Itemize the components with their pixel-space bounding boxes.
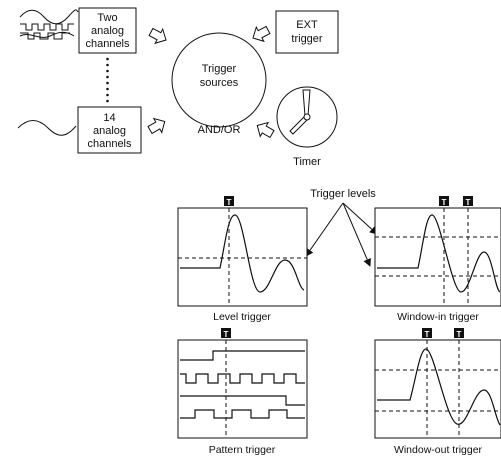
marker-letter: T [457,330,462,339]
trigger-sources-label-2: sources [200,77,239,89]
trigger-point-marker [463,196,473,206]
timer-label: Timer [293,156,321,168]
trigger-sources-label-1: Trigger [202,63,237,75]
trigger-sources-circle [171,32,267,128]
pattern-trigger-panel: T [177,328,308,439]
trigger-level-pointers [305,202,378,267]
window-out-trigger-caption: Window-out trigger [394,444,483,456]
fourteen-analog-channels-box [77,106,142,154]
two-analog-label-1: Two [97,12,117,24]
two-channel-waveform [19,9,79,40]
arrow-fourteen-channels-icon [147,117,166,135]
pattern-trigger-caption: Pattern trigger [209,444,276,456]
window-out-trigger-panel: T T [374,328,501,439]
window-in-trigger-panel: T T [374,196,501,307]
arrow-ext-trigger-icon [252,25,271,43]
marker-letter: T [425,330,430,339]
two-analog-channels-box [78,7,137,54]
marker-letter: T [227,198,232,207]
trigger-point-marker [439,196,449,206]
arrow-two-channels-icon [148,27,167,45]
two-analog-label-3: channels [85,38,130,50]
fourteen-analog-label-2: analog [93,125,126,137]
trigger-levels-label: Trigger levels [310,188,376,200]
window-in-trigger-caption: Window-in trigger [397,311,479,323]
trigger-point-marker [422,328,432,338]
trigger-point-marker [221,328,231,338]
ext-trigger-label-1: EXT [296,19,318,31]
marker-letter: T [442,198,447,207]
arrow-timer-icon [256,121,275,139]
fourteen-channel-waveform [17,120,77,136]
channel-ellipsis [106,57,109,103]
ext-trigger-box [275,10,339,54]
fourteen-analog-label-1: 14 [103,112,115,124]
two-analog-label-2: analog [91,25,124,37]
fourteen-analog-label-3: channels [87,138,132,150]
level-trigger-caption: Level trigger [213,311,271,323]
trigger-point-marker [454,328,464,338]
marker-letter: T [224,330,229,339]
ext-trigger-label-2: trigger [291,33,323,45]
marker-letter: T [466,198,471,207]
level-trigger-panel: T [177,196,308,307]
and-or-label: AND/OR [198,124,241,136]
timer-clock-icon [276,86,338,148]
trigger-point-marker [224,196,234,206]
